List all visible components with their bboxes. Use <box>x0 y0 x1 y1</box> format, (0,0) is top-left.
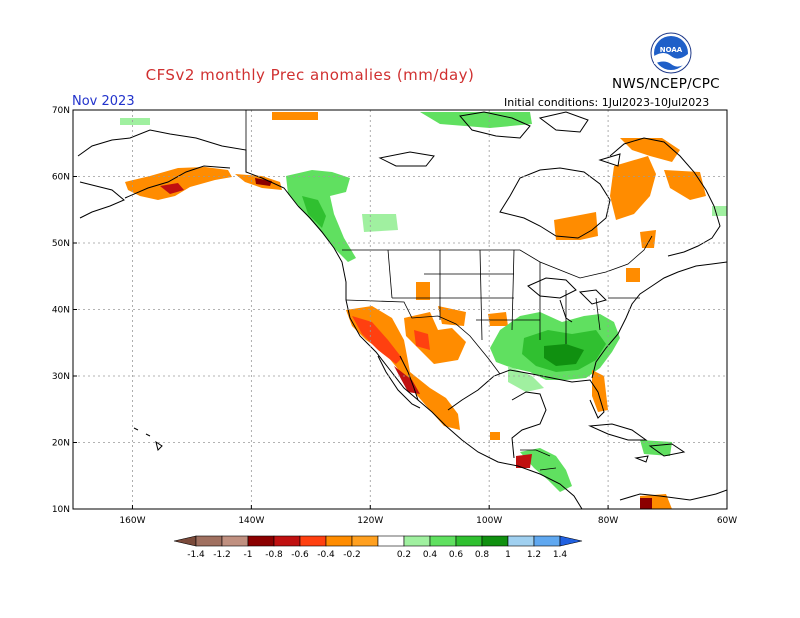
colorbar-cell <box>221 535 249 547</box>
lon-tick-label: 60W <box>717 516 737 526</box>
colorbar-label: -1.2 <box>213 550 231 560</box>
lat-tick-label: 50N <box>52 239 70 249</box>
lon-tick-label: 160W <box>119 516 145 526</box>
coastlines <box>77 110 727 509</box>
colorbar-cell <box>195 535 223 547</box>
noaa-logo-icon: NOAA <box>650 32 692 74</box>
colorbar: -1.4 -1.2 -1 -0.8 -0.6 -0.4 -0.2 0.2 0.4 0.6 0.8 1 1… <box>173 535 583 560</box>
lat-tick-label: 40N <box>52 306 70 316</box>
lon-tick-label: 120W <box>357 516 383 526</box>
colorbar-label: -1 <box>244 550 253 560</box>
latitude-labels: 70N 60N 50N 40N 30N 20N 10N <box>52 106 77 515</box>
colorbar-label: 1 <box>505 550 511 560</box>
colorbar-label: 0.6 <box>449 550 464 560</box>
colorbar-cell <box>299 535 327 547</box>
colorbar-label: 0.2 <box>397 550 411 560</box>
lat-tick-label: 30N <box>52 372 70 382</box>
colorbar-label: 1.2 <box>527 550 541 560</box>
lat-tick-label: 70N <box>52 106 70 116</box>
colorbar-cell <box>403 535 431 547</box>
colorbar-label: -1.4 <box>187 550 205 560</box>
colorbar-label: 1.4 <box>553 550 568 560</box>
colorbar-label: 0.8 <box>475 550 490 560</box>
colorbar-cell <box>247 535 275 547</box>
lon-tick-label: 80W <box>598 516 618 526</box>
colorbar-label: 0.4 <box>423 550 438 560</box>
colorbar-cell <box>377 535 405 547</box>
logo-text: NOAA <box>660 46 683 54</box>
lat-tick-label: 20N <box>52 439 70 449</box>
forecast-month: Nov 2023 <box>72 94 135 109</box>
agency-label: NWS/NCEP/CPC <box>612 76 720 92</box>
colorbar-label: -0.2 <box>343 550 361 560</box>
colorbar-label: -0.8 <box>265 550 283 560</box>
lat-tick-label: 60N <box>52 173 70 183</box>
lon-tick-label: 140W <box>238 516 264 526</box>
colorbar-cell <box>351 535 379 547</box>
longitude-labels: 160W 140W 120W 100W 80W 60W <box>119 505 737 526</box>
colorbar-cell <box>533 535 561 547</box>
colorbar-label: -0.4 <box>317 550 335 560</box>
lat-tick-label: 10N <box>52 505 70 515</box>
colorbar-right-arrow <box>559 535 583 547</box>
colorbar-cell <box>325 535 353 547</box>
colorbar-cell <box>429 535 457 547</box>
lon-tick-label: 100W <box>476 516 502 526</box>
colorbar-cell <box>507 535 535 547</box>
colorbar-cell <box>481 535 509 547</box>
colorbar-left-arrow <box>173 535 197 547</box>
graticule <box>73 110 727 509</box>
initial-conditions: Initial conditions: 1Jul2023-10Jul2023 <box>504 96 710 109</box>
map-title: CFSv2 monthly Prec anomalies (mm/day) <box>145 66 475 84</box>
colorbar-cell <box>273 535 301 547</box>
colorbar-cell <box>455 535 483 547</box>
colorbar-label: -0.6 <box>291 550 309 560</box>
political-borders <box>342 235 653 471</box>
